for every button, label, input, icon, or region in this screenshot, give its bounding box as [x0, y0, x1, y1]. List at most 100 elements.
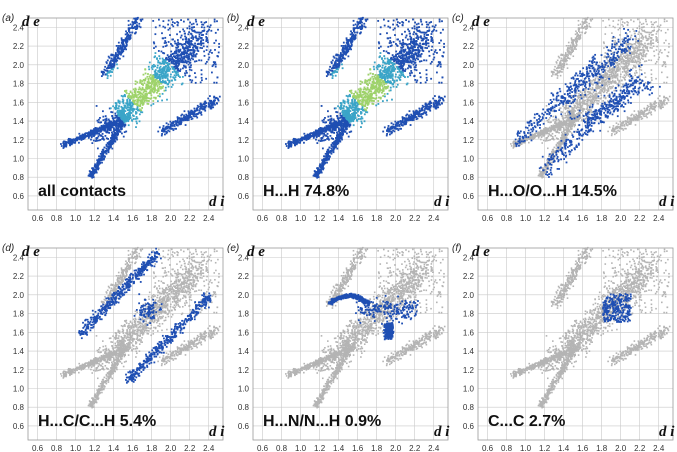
highlight-point: [92, 132, 95, 134]
highlight-point: [157, 59, 160, 62]
highlight-point: [127, 113, 130, 116]
highlight-point: [166, 62, 169, 64]
highlight-point: [123, 104, 126, 107]
highlight-point: [200, 21, 203, 23]
highlight-point: [128, 30, 130, 33]
highlight-point: [136, 117, 139, 120]
highlight-point: [107, 142, 110, 145]
highlight-point: [131, 25, 134, 28]
highlight-point: [213, 95, 216, 98]
highlight-point: [144, 93, 147, 96]
highlight-point: [187, 45, 190, 48]
highlight-point: [108, 119, 111, 122]
highlight-point: [169, 120, 172, 123]
highlight-point: [191, 30, 194, 32]
highlight-point: [151, 64, 154, 67]
highlight-point: [171, 127, 174, 130]
highlight-point: [121, 40, 124, 43]
highlight-point: [168, 60, 170, 63]
highlight-point: [155, 74, 158, 77]
highlight-point: [124, 110, 127, 113]
highlight-point: [192, 55, 195, 58]
highlight-point: [205, 102, 208, 104]
highlight-point: [191, 112, 194, 115]
highlight-point: [106, 74, 109, 77]
highlight-point: [110, 54, 113, 57]
highlight-point: [203, 50, 206, 53]
highlight-point: [121, 43, 124, 46]
highlight-point: [191, 34, 194, 37]
highlight-point: [187, 53, 190, 56]
highlight-point: [96, 167, 99, 170]
highlight-point: [122, 55, 125, 58]
highlight-point: [170, 73, 172, 76]
highlight-point: [202, 30, 205, 32]
highlight-point: [121, 98, 124, 101]
highlight-point: [158, 55, 161, 57]
highlight-point: [63, 145, 65, 147]
highlight-point: [154, 73, 156, 76]
highlight-point: [187, 119, 190, 121]
highlight-point: [122, 50, 125, 52]
highlight-point: [123, 108, 125, 111]
highlight-point: [214, 103, 216, 106]
highlight-point: [181, 56, 183, 59]
highlight-point: [150, 97, 153, 100]
highlight-point: [121, 47, 124, 50]
highlight-point: [120, 53, 122, 56]
highlight-point: [163, 63, 165, 65]
highlight-point: [175, 65, 177, 68]
highlight-point: [176, 47, 178, 49]
x-tick-label: 1.4: [333, 214, 345, 223]
highlight-point: [169, 127, 171, 130]
highlight-point: [116, 119, 119, 122]
highlight-point: [173, 68, 176, 71]
highlight-point: [179, 70, 182, 72]
y-tick-label: 1.2: [13, 136, 25, 145]
highlight-point: [89, 130, 92, 133]
highlight-point: [132, 27, 135, 30]
highlight-point: [193, 107, 196, 110]
highlight-point: [143, 88, 146, 91]
highlight-point: [117, 111, 120, 114]
highlight-point: [205, 21, 208, 23]
highlight-point: [111, 121, 113, 124]
highlight-point: [158, 67, 161, 69]
highlight-point: [153, 47, 155, 49]
highlight-point: [129, 104, 132, 107]
highlight-point: [169, 75, 172, 78]
highlight-point: [138, 86, 141, 89]
highlight-point: [192, 48, 195, 51]
highlight-point: [131, 119, 133, 121]
highlight-point: [187, 115, 189, 117]
highlight-point: [67, 140, 70, 143]
highlight-point: [185, 36, 188, 39]
highlight-point: [124, 123, 127, 126]
y-axis-label: d e: [22, 14, 40, 30]
highlight-point: [145, 99, 148, 102]
highlight-point: [173, 125, 176, 127]
highlight-point: [182, 64, 185, 67]
highlight-point: [159, 69, 162, 72]
highlight-point: [134, 83, 137, 85]
highlight-point: [163, 68, 166, 71]
highlight-point: [134, 111, 137, 113]
highlight-point: [101, 135, 104, 138]
highlight-point: [90, 132, 93, 134]
highlight-point: [131, 93, 134, 96]
highlight-point: [165, 44, 168, 47]
highlight-point: [104, 155, 106, 158]
highlight-point: [111, 63, 113, 66]
highlight-point: [122, 99, 125, 102]
highlight-point: [131, 107, 134, 110]
highlight-point: [118, 114, 121, 117]
highlight-point: [200, 37, 203, 39]
highlight-point: [194, 81, 197, 84]
highlight-point: [206, 37, 208, 39]
highlight-point: [190, 69, 193, 72]
highlight-point: [138, 120, 141, 123]
highlight-point: [154, 82, 157, 85]
highlight-point: [116, 122, 119, 125]
highlight-point: [181, 45, 184, 48]
highlight-point: [177, 62, 179, 65]
